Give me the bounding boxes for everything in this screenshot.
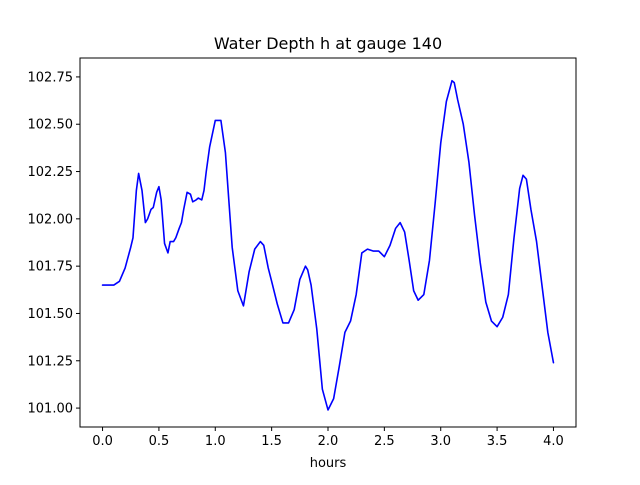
series-line-0 — [101, 79, 555, 411]
x-tick-label: 0.0 — [92, 434, 113, 449]
y-tick-label: 101.25 — [28, 354, 74, 369]
y-axis: 101.00 101.25 101.50 101.75 102.00 102.25 102.… — [28, 70, 80, 417]
y-tick-label: 102.75 — [28, 70, 74, 85]
x-tick-label: 2.5 — [374, 434, 395, 449]
x-tick-label: 3.5 — [487, 434, 508, 449]
y-tick-label: 102.00 — [28, 212, 74, 227]
x-tick-label: 2.0 — [318, 434, 339, 449]
y-tick-label: 102.25 — [28, 165, 74, 180]
x-tick-label: 1.0 — [205, 434, 226, 449]
y-tick-label: 101.50 — [28, 307, 74, 322]
plot-area — [79, 57, 577, 428]
plot-frame — [79, 57, 577, 428]
y-tick-label: 101.75 — [28, 260, 74, 275]
y-tick-label: 101.00 — [28, 402, 74, 417]
x-axis: 0.0 0.5 1.0 1.5 2.0 2.5 3.0 3.5 4.0 — [92, 427, 564, 449]
x-axis-label: hours — [310, 456, 347, 471]
x-tick-label: 0.5 — [149, 434, 170, 449]
y-tick-label: 102.50 — [28, 118, 74, 133]
x-tick-label: 3.0 — [430, 434, 451, 449]
x-tick-label: 1.5 — [261, 434, 282, 449]
chart-title: Water Depth h at gauge 140 — [214, 34, 442, 53]
x-tick-label: 4.0 — [543, 434, 564, 449]
